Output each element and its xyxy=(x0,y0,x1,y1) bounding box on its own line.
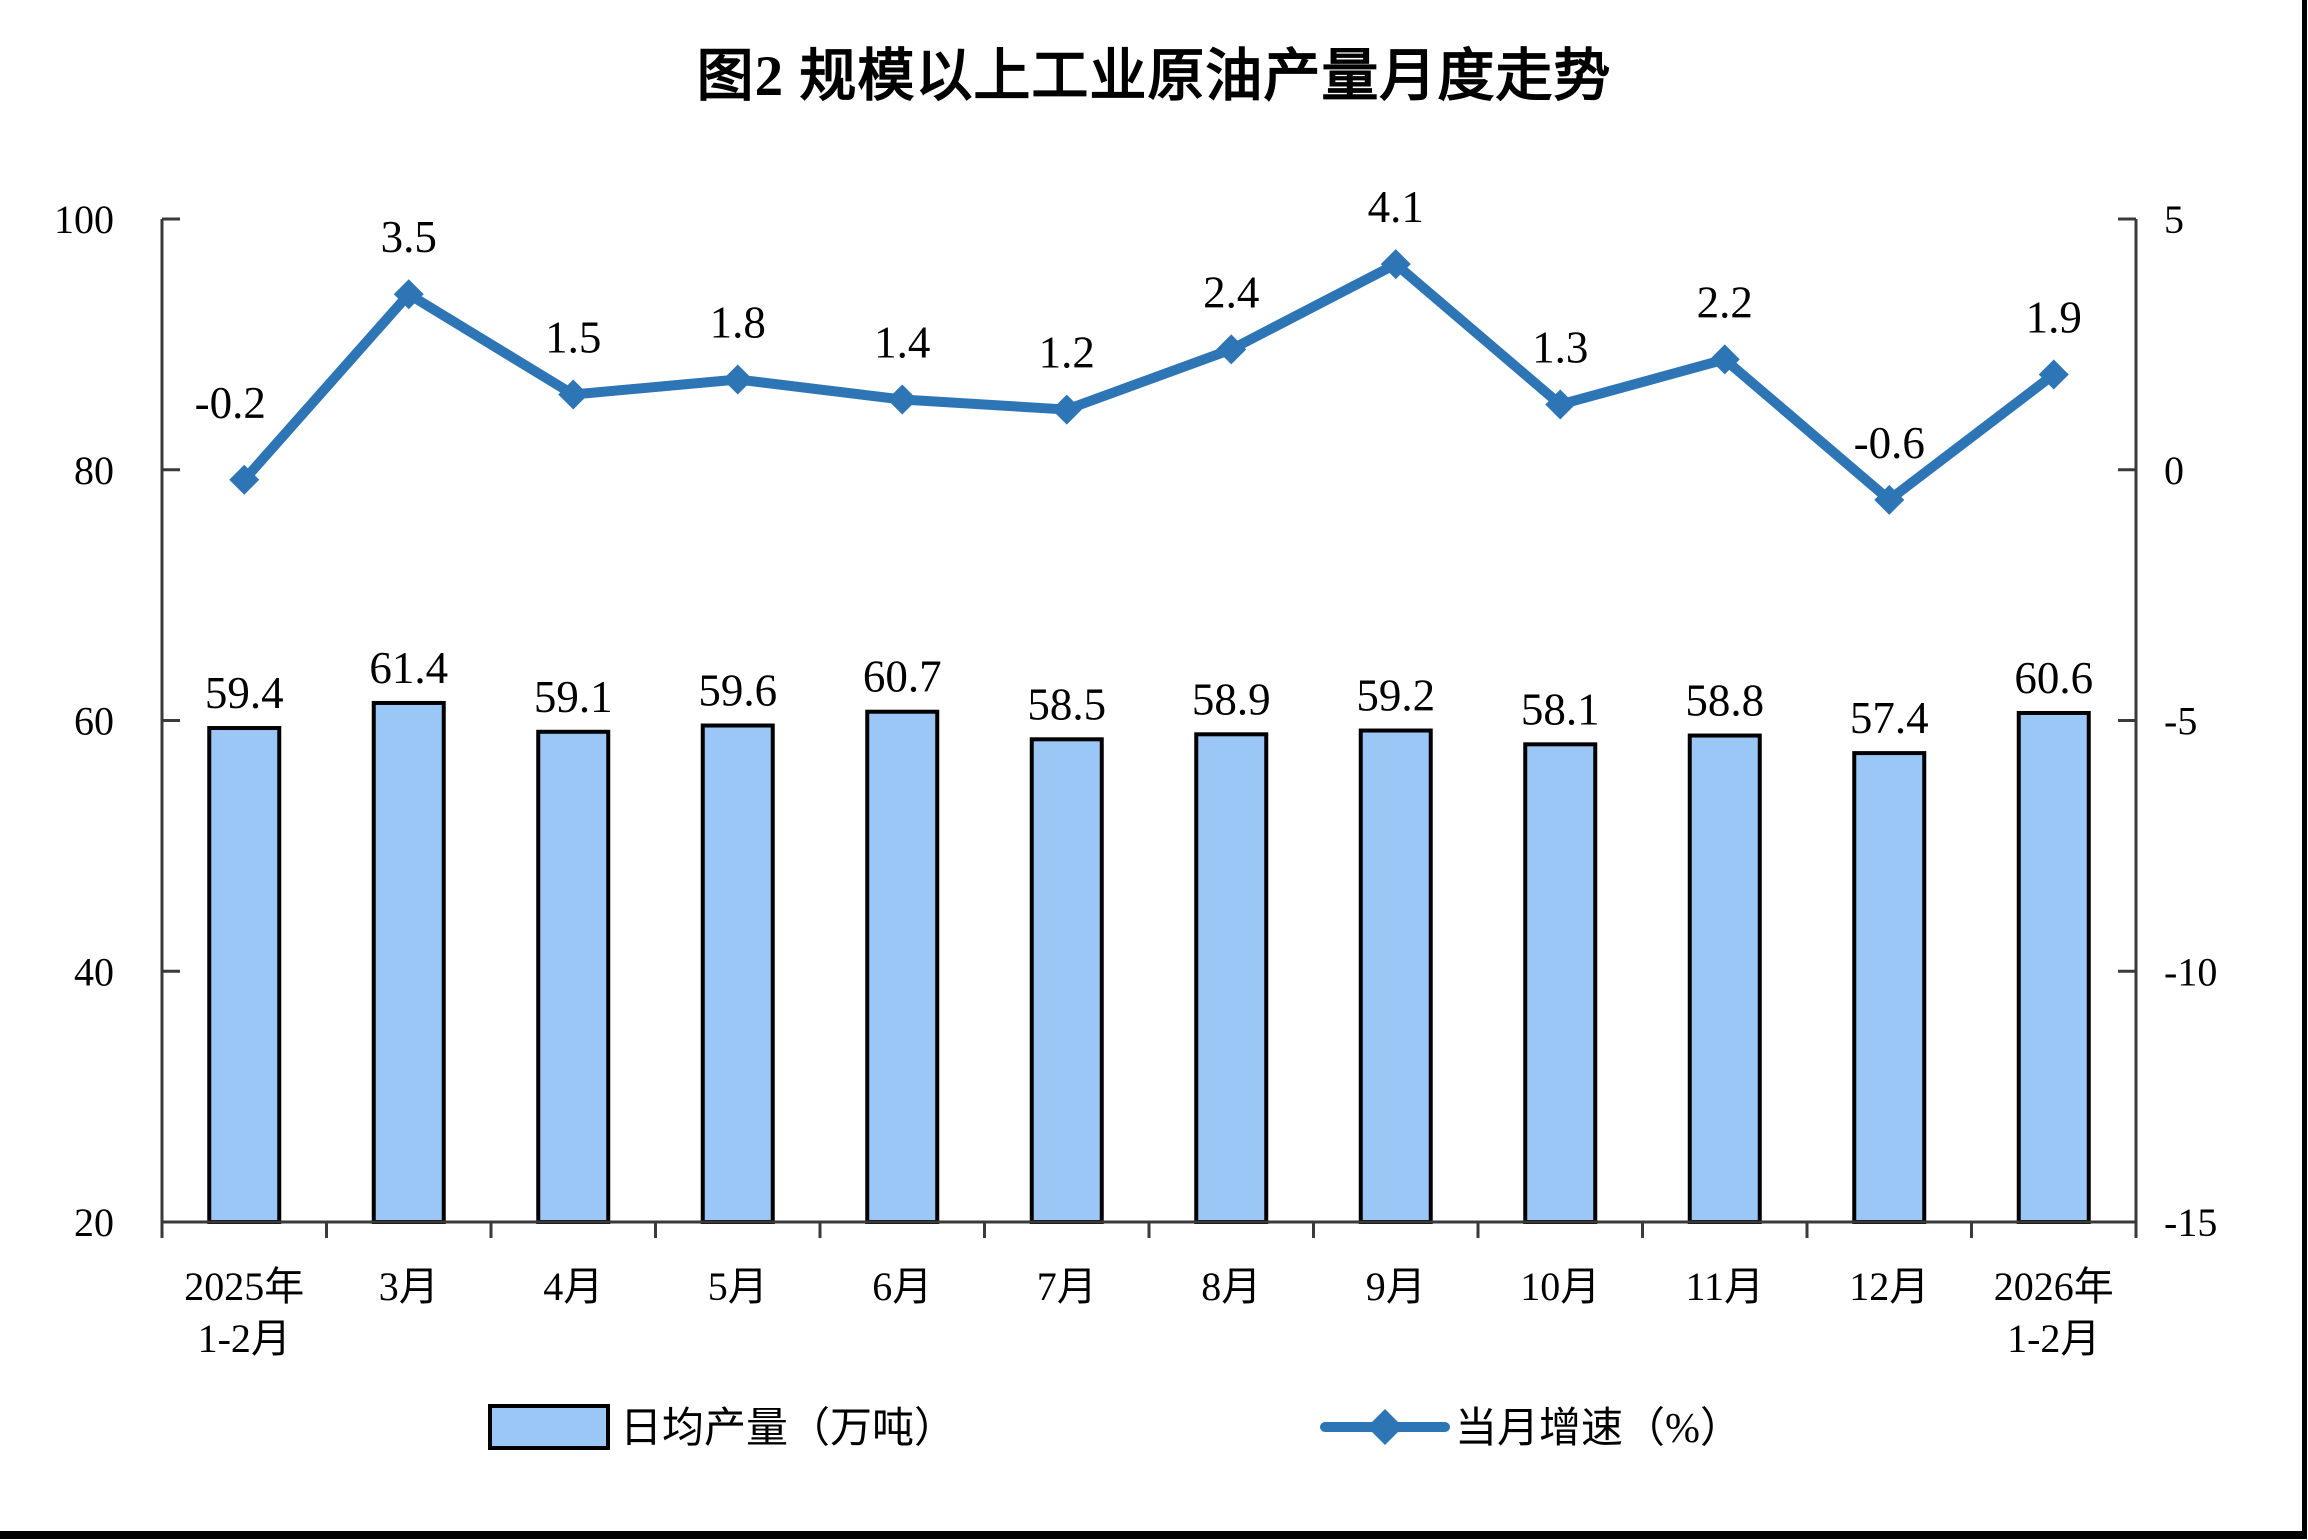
x-axis-category-label: 1-2月 xyxy=(198,1316,291,1361)
x-axis-category-label: 11月 xyxy=(1685,1264,1764,1309)
x-axis-category-label: 7月 xyxy=(1037,1264,1097,1309)
x-axis-category-label: 8月 xyxy=(1201,1264,1261,1309)
line-value-label: -0.2 xyxy=(195,378,266,428)
legend-bar-swatch xyxy=(488,1404,610,1450)
chart-title: 图2 规模以上工业原油产量月度走势 xyxy=(696,45,1612,108)
legend-bar-label: 日均产量（万吨） xyxy=(620,1406,956,1452)
bar-value-label: 60.6 xyxy=(2014,653,2093,703)
line-value-label: 2.4 xyxy=(1203,267,1259,317)
growth-line-marker xyxy=(1051,394,1082,425)
line-value-label: 1.3 xyxy=(1532,323,1588,373)
production-bar xyxy=(1358,728,1433,1225)
bar-value-label: 60.7 xyxy=(863,652,942,702)
right-axis-tick-label: -15 xyxy=(2164,1200,2217,1245)
growth-line-marker xyxy=(229,464,260,495)
left-axis-tick-label: 100 xyxy=(54,197,114,242)
left-axis-tick-label: 80 xyxy=(74,448,114,493)
left-axis-tick-label: 60 xyxy=(74,699,114,744)
bar-value-label: 59.1 xyxy=(534,672,613,722)
bar-value-label: 58.8 xyxy=(1685,676,1764,726)
bar-value-label: 61.4 xyxy=(369,643,448,693)
x-axis-category-label: 5月 xyxy=(708,1264,768,1309)
legend-line-label: 当月增速（%） xyxy=(1455,1406,1742,1452)
production-bar xyxy=(1029,737,1104,1225)
right-axis-tick-label: 0 xyxy=(2164,448,2184,493)
x-axis-category-label: 12月 xyxy=(1849,1264,1929,1309)
bar-value-label: 58.1 xyxy=(1521,684,1600,734)
growth-line-marker xyxy=(1216,334,1247,365)
x-axis-category-label: 2025年 xyxy=(184,1264,304,1309)
line-value-label: 2.2 xyxy=(1697,277,1753,327)
growth-line-marker xyxy=(722,364,753,395)
x-axis-category-label: 9月 xyxy=(1366,1264,1426,1309)
production-bar xyxy=(700,723,775,1224)
production-bar xyxy=(536,729,611,1224)
bar-value-label: 59.4 xyxy=(205,668,284,718)
production-bar xyxy=(865,709,940,1224)
production-bar xyxy=(2016,710,2091,1224)
production-bar xyxy=(1523,742,1598,1224)
line-value-label: 4.1 xyxy=(1368,182,1424,232)
line-value-label: 1.5 xyxy=(545,313,601,363)
right-axis-tick-label: -10 xyxy=(2164,949,2217,994)
growth-line-marker xyxy=(1380,249,1411,280)
right-axis-tick-label: 5 xyxy=(2164,197,2184,242)
x-axis-category-label: 6月 xyxy=(872,1264,932,1309)
line-value-label: -0.6 xyxy=(1854,418,1925,468)
production-bar xyxy=(1852,751,1927,1224)
legend-line-marker-icon xyxy=(1367,1409,1403,1445)
right-axis-tick-label: -5 xyxy=(2164,699,2197,744)
growth-line-marker xyxy=(1709,344,1740,375)
left-axis-tick-label: 40 xyxy=(74,949,114,994)
bar-value-label: 57.4 xyxy=(1850,693,1929,743)
growth-line-marker xyxy=(393,279,424,310)
line-value-label: 1.8 xyxy=(710,297,766,347)
bar-value-label: 59.2 xyxy=(1356,671,1435,721)
line-value-label: 1.9 xyxy=(2026,292,2082,342)
production-bar xyxy=(207,726,282,1225)
growth-line-marker xyxy=(1874,484,1905,515)
production-bar xyxy=(1687,733,1762,1224)
bar-value-label: 59.6 xyxy=(698,666,777,716)
growth-line-marker xyxy=(558,379,589,410)
growth-line-marker xyxy=(2038,359,2069,390)
production-bar xyxy=(1194,732,1269,1224)
left-axis-tick-label: 20 xyxy=(74,1200,114,1245)
x-axis-category-label: 3月 xyxy=(379,1264,439,1309)
x-axis-category-label: 1-2月 xyxy=(2007,1316,2100,1361)
growth-line-marker xyxy=(887,384,918,415)
line-value-label: 1.4 xyxy=(874,318,930,368)
growth-line-marker xyxy=(1545,389,1576,420)
bar-value-label: 58.9 xyxy=(1192,674,1271,724)
x-axis-category-label: 10月 xyxy=(1520,1264,1600,1309)
bar-value-label: 58.5 xyxy=(1027,679,1106,729)
production-bar xyxy=(371,700,446,1224)
growth-line xyxy=(239,259,2059,505)
x-axis-category-label: 2026年 xyxy=(1994,1264,2114,1309)
x-axis-category-label: 4月 xyxy=(543,1264,603,1309)
line-value-label: 3.5 xyxy=(381,212,437,262)
line-value-label: 1.2 xyxy=(1039,328,1095,378)
